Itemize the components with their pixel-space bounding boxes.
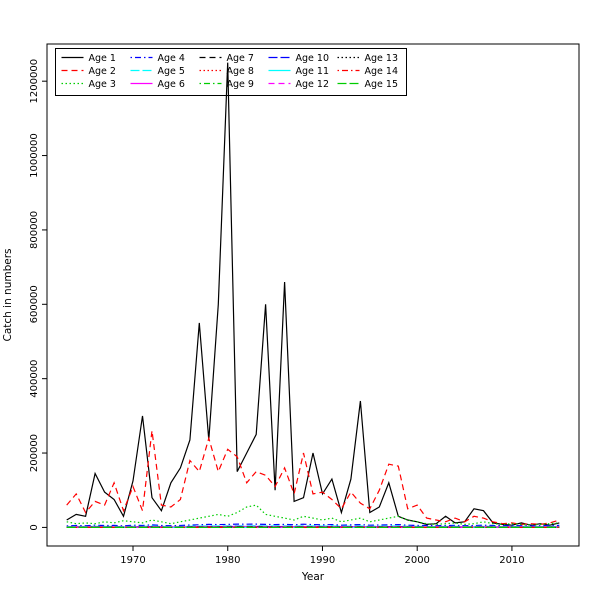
legend-label: Age 14	[365, 66, 398, 77]
legend-item: Age 14	[338, 66, 398, 77]
axes: 1970 1980 1990 2000 2010 0 200000 400000 600000 8…	[29, 44, 579, 566]
y-tick-label: 800000	[29, 211, 40, 249]
y-tick-label: 400000	[29, 360, 40, 398]
legend-label: Age 15	[365, 79, 398, 90]
legend-item: Age 12	[269, 79, 329, 90]
x-tick-label: 1980	[215, 555, 240, 566]
legend-item: Age 4	[131, 53, 185, 64]
legend-item: Age 10	[269, 53, 329, 64]
legend-item: Age 1	[62, 53, 116, 64]
legend-item: Age 5	[131, 66, 185, 77]
series-line-age-1	[67, 63, 560, 526]
y-tick-label: 600000	[29, 285, 40, 323]
x-tick-label: 1970	[120, 555, 145, 566]
x-tick-label: 2010	[499, 555, 524, 566]
legend-label: Age 11	[296, 66, 329, 77]
y-tick-label: 200000	[29, 434, 40, 472]
legend-label: Age 12	[296, 79, 329, 90]
legend: Age 1 Age 2 Age 3 Age 4 Age 5 Age 6 Age 7 Age 8…	[56, 49, 407, 96]
legend-item: Age 9	[200, 79, 254, 90]
legend-item: Age 6	[131, 79, 185, 90]
series-lines	[67, 63, 560, 528]
y-tick-label: 1200000	[29, 59, 40, 104]
y-axis-title: Catch in numbers	[2, 248, 14, 341]
y-tick-label: 0	[29, 524, 40, 530]
legend-label: Age 5	[158, 66, 185, 77]
x-tick-label: 1990	[310, 555, 335, 566]
legend-item: Age 7	[200, 53, 254, 64]
series-line-age-3	[67, 505, 560, 525]
legend-item: Age 13	[338, 53, 398, 64]
legend-label: Age 4	[158, 53, 185, 64]
legend-label: Age 6	[158, 79, 185, 90]
legend-label: Age 10	[296, 53, 329, 64]
legend-label: Age 7	[227, 53, 254, 64]
legend-item: Age 3	[62, 79, 116, 90]
legend-label: Age 2	[89, 66, 116, 77]
legend-item: Age 15	[338, 79, 398, 90]
legend-item: Age 2	[62, 66, 116, 77]
legend-label: Age 1	[89, 53, 116, 64]
legend-label: Age 13	[365, 53, 398, 64]
legend-label: Age 8	[227, 66, 254, 77]
series-line-age-2	[67, 431, 560, 525]
legend-item: Age 11	[269, 66, 329, 77]
x-tick-label: 2000	[404, 555, 429, 566]
plot-box	[47, 44, 579, 546]
legend-label: Age 3	[89, 79, 116, 90]
legend-item: Age 8	[200, 66, 254, 77]
legend-label: Age 9	[227, 79, 254, 90]
y-tick-label: 1000000	[29, 133, 40, 178]
x-axis-title: Year	[301, 571, 325, 583]
